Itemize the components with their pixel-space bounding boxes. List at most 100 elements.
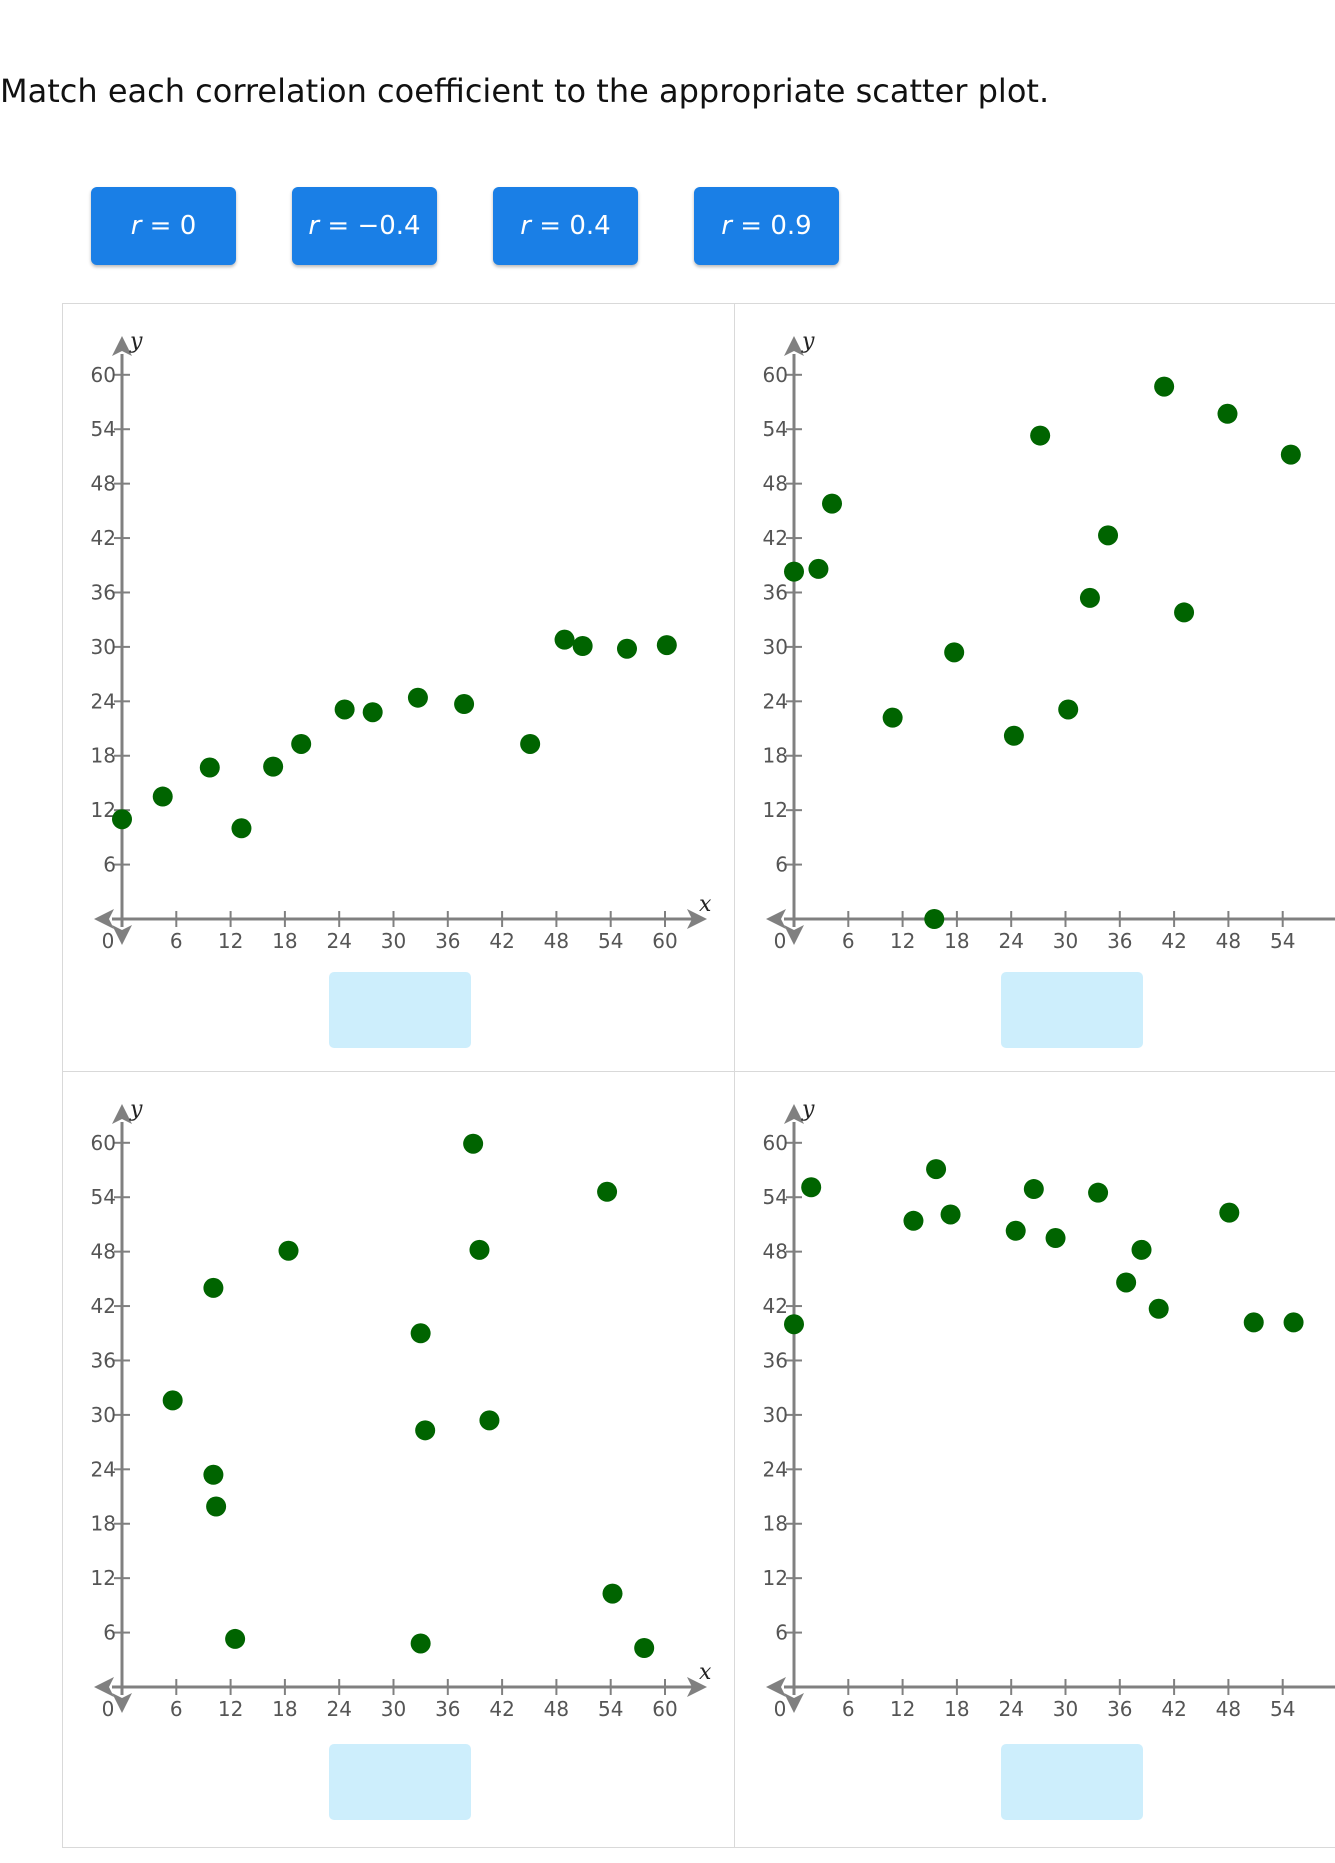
tile-variable: r [308, 211, 320, 241]
scatter-point [1116, 1272, 1137, 1293]
x-tick-label: 18 [272, 1697, 297, 1721]
y-tick-label: 36 [763, 580, 788, 604]
scatter-point [479, 1410, 500, 1431]
scatter-point [1131, 1239, 1152, 1260]
scatter-point [1280, 444, 1301, 465]
y-tick-label: 48 [763, 472, 788, 496]
y-tick-label: 42 [763, 526, 788, 550]
y-axis-down-arrow [112, 1693, 132, 1713]
drop-target-4[interactable] [1001, 1744, 1143, 1820]
x-axis-right-arrow [687, 1677, 707, 1697]
scatter-point [1174, 602, 1195, 623]
y-tick-label: 54 [91, 1185, 116, 1209]
x-axis-label: x [699, 892, 712, 917]
y-tick-label: 30 [763, 635, 788, 659]
scatter-point [263, 756, 284, 777]
x-tick-label: 42 [1161, 929, 1186, 953]
x-tick-label: 36 [435, 929, 460, 953]
y-tick-label: 6 [775, 1621, 788, 1645]
x-tick-label: 54 [1270, 929, 1295, 953]
tile-r-0-4[interactable]: r = 0.4 [493, 187, 638, 265]
y-tick-label: 48 [91, 1240, 116, 1264]
drop-target-1[interactable] [329, 972, 471, 1048]
y-tick-label: 54 [763, 417, 788, 441]
y-axis-down-arrow [784, 1693, 804, 1713]
y-tick-label: 12 [91, 1566, 116, 1590]
scatter-point [231, 818, 252, 839]
y-tick-label: 12 [763, 1566, 788, 1590]
x-axis-left-arrow [94, 909, 114, 929]
scatter-point [162, 1390, 183, 1411]
scatter-point [463, 1133, 484, 1154]
x-tick-label: 18 [944, 1697, 969, 1721]
scatter-point [926, 1159, 947, 1180]
y-tick-label: 36 [763, 1348, 788, 1372]
x-tick-label: 24 [326, 1697, 351, 1721]
tile-value: −0.4 [357, 211, 421, 241]
tile-value: 0 [179, 211, 197, 241]
y-tick-label: 18 [763, 1512, 788, 1536]
y-tick-label: 24 [763, 1457, 788, 1481]
x-tick-label: 42 [489, 929, 514, 953]
y-tick-label: 6 [775, 853, 788, 877]
y-tick-label: 18 [91, 1512, 116, 1536]
y-tick-label: 6 [103, 1621, 116, 1645]
tile-variable: r [520, 211, 531, 241]
scatter-point [784, 561, 804, 582]
y-tick-label: 42 [91, 1294, 116, 1318]
scatter-point [940, 1204, 961, 1225]
scatter-point [334, 699, 355, 720]
y-tick-label: 42 [91, 526, 116, 550]
scatter-point [1154, 376, 1175, 397]
scatter-plot-4: y 0 6 12 18 24 30 36 42 48 54 6 12 18 24 30 36 42 48 54 60 [763, 1097, 1335, 1721]
scatter-point [410, 1323, 431, 1344]
x-tick-label: 36 [1107, 1697, 1132, 1721]
scatter-point [206, 1496, 227, 1517]
x-tick-label: 48 [544, 1697, 569, 1721]
drop-target-3[interactable] [329, 1744, 471, 1820]
scatter-point [822, 493, 843, 514]
scatter-point [1058, 699, 1079, 720]
y-axis-down-arrow [112, 925, 132, 945]
scatter-point [882, 707, 903, 728]
scatter-point [1148, 1298, 1169, 1319]
scatter-point [1088, 1182, 1109, 1203]
scatter-point [656, 635, 677, 656]
y-tick-label: 6 [103, 853, 116, 877]
scatter-point [112, 809, 132, 830]
scatter-point [278, 1240, 299, 1261]
tile-equals: = [732, 211, 771, 241]
x-tick-label: 12 [218, 1697, 243, 1721]
tile-equals: = [141, 211, 180, 241]
tile-variable: r [130, 211, 142, 241]
x-axis-left-arrow [94, 1677, 114, 1697]
drop-target-2[interactable] [1001, 972, 1143, 1048]
scatter-point [944, 642, 965, 663]
y-axis-up-arrow [784, 1104, 804, 1124]
x-tick-label: 24 [998, 929, 1023, 953]
x-axis-right-arrow [687, 909, 707, 929]
scatter-point [203, 1464, 224, 1485]
tile-r-neg-0-4[interactable]: r = −0.4 [292, 187, 437, 265]
scatter-point [1003, 725, 1024, 746]
y-tick-label: 24 [91, 689, 116, 713]
x-tick-label: 42 [1161, 1697, 1186, 1721]
origin-label: 0 [774, 1697, 787, 1721]
y-tick-label: 60 [91, 363, 116, 387]
tile-r-0-9[interactable]: r = 0.9 [694, 187, 839, 265]
x-tick-label: 30 [381, 929, 406, 953]
y-axis-label: y [801, 329, 815, 354]
tile-r-0[interactable]: r = 0 [91, 187, 236, 265]
y-tick-label: 12 [91, 798, 116, 822]
scatter-plot-3: x y 0 6 12 18 24 30 36 42 48 54 60 6 12 18 24 30 36 42 48 54 6… [91, 1097, 712, 1721]
instructions-text: Match each correlation coefficient to th… [0, 72, 1050, 110]
x-tick-label: 30 [1053, 1697, 1078, 1721]
tile-variable: r [721, 211, 732, 241]
scatter-point [554, 629, 575, 650]
scatter-point [203, 1277, 224, 1298]
y-axis-label: y [129, 1097, 143, 1122]
scatter-point [1219, 1202, 1240, 1223]
scatter-point [1023, 1179, 1044, 1200]
x-tick-label: 6 [842, 929, 855, 953]
x-tick-label: 12 [218, 929, 243, 953]
